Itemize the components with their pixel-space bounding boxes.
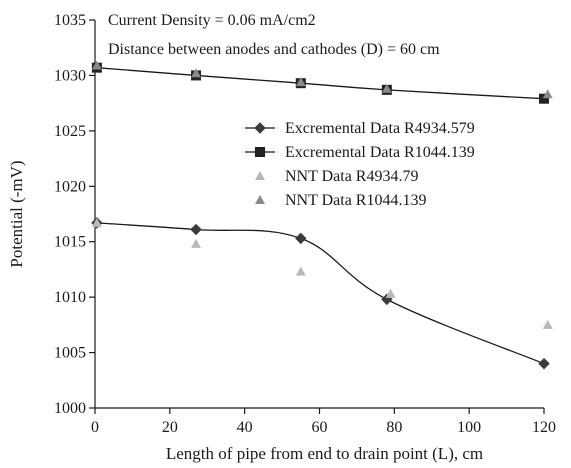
y-tick-label: 1000 (54, 400, 86, 417)
annotation-distance: Distance between anodes and cathodes (D)… (108, 41, 440, 58)
x-tick-label: 80 (386, 419, 402, 436)
series-3-point (295, 266, 306, 276)
plot-area (91, 60, 553, 370)
legend-marker-3 (255, 171, 265, 180)
y-tick-label: 1010 (54, 289, 86, 306)
series-3-point (542, 319, 553, 329)
legend-label-4: NNT Data R1044.139 (285, 192, 426, 209)
x-tick-label: 40 (237, 419, 253, 436)
x-tick-label: 60 (312, 419, 328, 436)
series-1-point (538, 357, 550, 370)
legend-label-3: NNT Data R4934.79 (285, 168, 418, 185)
legend-marker-4 (255, 195, 265, 204)
x-axis-title: Length of pipe from end to drain point (… (166, 444, 483, 463)
x-tick-label: 100 (457, 419, 481, 436)
legend-label-1: Excremental Data R4934.579 (285, 120, 475, 137)
series-4-point (542, 89, 553, 99)
series-line-2 (96, 67, 545, 100)
legend-marker-2 (255, 147, 265, 157)
axes: 1000 1005 1010 1015 1020 1025 1030 1035 0 20 40 60 8… (54, 12, 556, 436)
y-tick-label: 1025 (54, 123, 86, 140)
series-2-point (539, 93, 549, 104)
series-line-1 (96, 222, 545, 365)
y-tick-label: 1015 (54, 234, 86, 251)
x-tick-label: 0 (91, 419, 99, 436)
legend-label-2: Excremental Data R1044.139 (285, 144, 475, 161)
y-tick-label: 1030 (54, 67, 86, 84)
y-tick-label: 1035 (54, 12, 86, 29)
legend-marker-1 (254, 122, 266, 134)
series-1-point (190, 223, 202, 236)
y-tick-label: 1020 (54, 178, 86, 195)
legend: Excremental Data R4934.579 Excremental Da… (245, 120, 475, 209)
series-3-point (191, 238, 202, 248)
annotation-current-density: Current Density = 0.06 mA/cm2 (108, 12, 316, 29)
series-3-point (385, 288, 396, 298)
y-tick-label: 1005 (54, 345, 86, 362)
x-tick-label: 20 (162, 419, 178, 436)
series-4-point (381, 83, 392, 93)
series-1-point (295, 232, 307, 245)
series-4-point (191, 68, 202, 78)
y-axis-title: Potential (-mV) (7, 160, 26, 267)
x-tick-label: 120 (532, 419, 556, 436)
series-3-point (91, 217, 102, 227)
series-4-point (295, 77, 306, 87)
series-4-point (91, 60, 102, 70)
